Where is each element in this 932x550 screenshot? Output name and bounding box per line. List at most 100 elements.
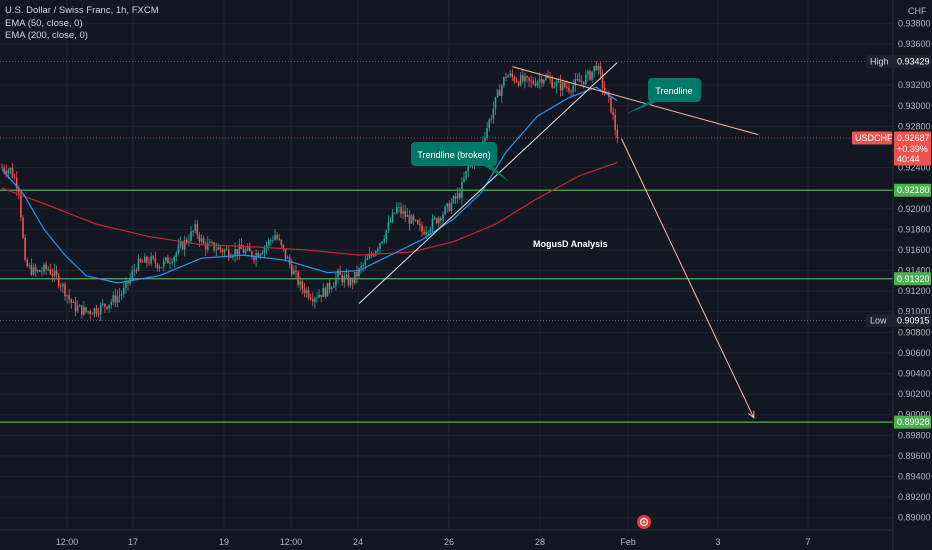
candle-body [381, 241, 383, 244]
candle-body [610, 97, 612, 113]
candle-body [60, 285, 62, 287]
candle-body [261, 252, 264, 254]
candle-body [106, 306, 108, 309]
candle-body [120, 293, 123, 296]
low-label-bg [866, 313, 893, 327]
candle-body [574, 79, 577, 86]
candle-body [24, 237, 26, 260]
low-label: Low [870, 315, 887, 325]
candle-body [22, 217, 24, 238]
ema50-legend[interactable]: EMA (50, close, 0) [5, 17, 83, 29]
candle-body [324, 287, 327, 297]
candle-body [438, 218, 440, 224]
candle-body [423, 231, 425, 235]
ema200-legend[interactable]: EMA (200, close, 0) [5, 30, 88, 41]
economic-event-icon[interactable] [637, 515, 651, 529]
candle-body [463, 178, 465, 182]
candle-body [253, 257, 255, 261]
candle-body [267, 240, 270, 246]
candle-body [179, 242, 182, 246]
candle-body [585, 74, 587, 85]
candle-body [566, 87, 568, 88]
candle-body [85, 307, 87, 312]
level-tag: 0.89928 [897, 417, 930, 427]
candle-body [314, 298, 316, 302]
candle-body [364, 259, 367, 265]
candle-body [299, 281, 301, 285]
price-tick-label: 0.89000 [898, 513, 931, 523]
high-value-tag-bg [894, 55, 931, 69]
candle-body [95, 308, 98, 314]
candle-body [18, 188, 20, 193]
candle-body [198, 235, 201, 242]
price-tick-label: 0.92000 [898, 204, 931, 214]
candle-body [530, 80, 532, 82]
candle-body [389, 221, 392, 223]
candle-body [76, 306, 79, 312]
candle-body [177, 245, 180, 253]
candle-body [9, 167, 12, 171]
candle-body [427, 231, 430, 233]
price-tick-label: 0.92800 [898, 121, 931, 131]
time-axis[interactable]: 12:00 17 19 12:00 24 26 28 Feb 3 7 [0, 529, 893, 547]
ema-lines [1, 86, 618, 284]
candle-body [459, 192, 461, 198]
price-tick-label: 0.89600 [898, 451, 931, 461]
candle-body [242, 249, 245, 253]
chart-legend: U.S. Dollar / Swiss Franc, 1h, FXCM EMA … [5, 5, 159, 43]
symbol-title[interactable]: U.S. Dollar / Swiss Franc, 1h, FXCM [5, 5, 159, 16]
candle-body [435, 218, 438, 224]
candle-body [545, 76, 547, 80]
high-label-bg [866, 55, 893, 69]
candle-body [564, 82, 566, 88]
candle-body [406, 215, 409, 217]
time-tick-label: 12:00 [280, 537, 303, 547]
candle-body [196, 224, 199, 236]
candle-body [144, 256, 146, 263]
candle-body [517, 81, 520, 86]
candle-body [97, 313, 100, 315]
price-axis[interactable]: 0.93800 0.93600 0.93200 0.93000 0.92800 0.924… [892, 0, 931, 550]
candle-body [211, 242, 213, 244]
candle-body [41, 271, 43, 273]
candle-body [301, 281, 304, 289]
candle-body [221, 249, 224, 253]
candle-body [305, 290, 308, 294]
candle-body [165, 257, 167, 261]
price-tick-label: 0.89200 [898, 492, 931, 502]
candle-body [486, 128, 488, 138]
candle-body [547, 76, 549, 79]
candle-body [456, 192, 459, 199]
candle-body [49, 269, 52, 274]
candle-body [232, 255, 234, 258]
candle-body [154, 258, 157, 264]
candle-body [345, 275, 348, 277]
price-tick-label: 0.89800 [898, 430, 931, 440]
candle-body [589, 71, 591, 80]
candle-body [213, 242, 215, 251]
candle-body [223, 249, 226, 253]
candle-body [494, 97, 497, 109]
candle-body [28, 265, 31, 267]
candle-body [419, 223, 421, 226]
candle-body [207, 242, 209, 250]
candle-body [356, 271, 358, 277]
price-tick-label: 0.91800 [898, 224, 931, 234]
candle-body [326, 282, 329, 297]
candle-body [333, 285, 335, 288]
candle-body [391, 212, 394, 222]
candle-body [131, 271, 133, 278]
candle-body [446, 203, 448, 207]
candle-body [5, 170, 7, 174]
candle-body [204, 243, 207, 250]
candle-body [524, 76, 526, 82]
candle-body [309, 297, 312, 300]
candle-body [335, 277, 337, 286]
price-tick-label: 0.90000 [898, 410, 931, 420]
candle-body [202, 238, 205, 244]
candle-body [234, 249, 236, 256]
price-tick-label: 0.90200 [898, 389, 931, 399]
candle-body [503, 77, 505, 86]
candle-body [64, 284, 66, 297]
